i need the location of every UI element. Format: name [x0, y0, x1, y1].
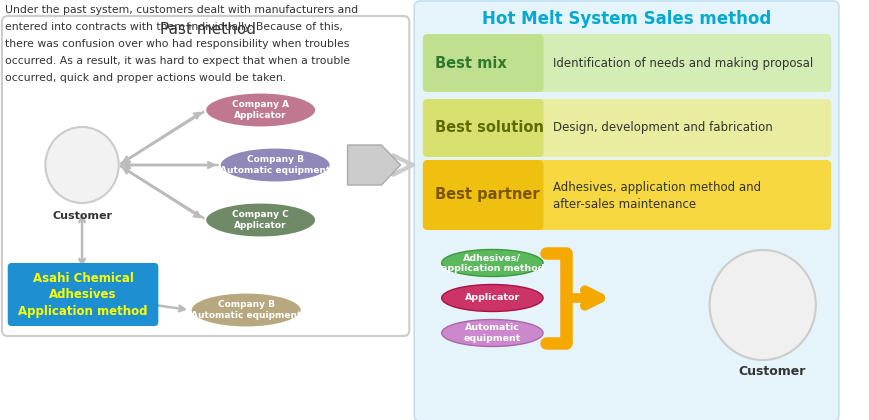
Text: occurred. As a result, it was hard to expect that when a trouble: occurred. As a result, it was hard to ex…	[5, 56, 349, 66]
Circle shape	[45, 127, 118, 203]
Text: occurred, quick and proper actions would be taken.: occurred, quick and proper actions would…	[5, 73, 286, 83]
Text: Company A
Applicator: Company A Applicator	[232, 100, 289, 120]
Text: after-sales maintenance: after-sales maintenance	[553, 199, 695, 212]
FancyBboxPatch shape	[8, 263, 158, 326]
Ellipse shape	[441, 320, 542, 346]
Text: Design, development and fabrication: Design, development and fabrication	[553, 121, 772, 134]
Text: Best mix: Best mix	[434, 55, 507, 71]
Ellipse shape	[441, 284, 542, 312]
FancyBboxPatch shape	[422, 99, 830, 157]
Text: Best solution: Best solution	[434, 121, 544, 136]
FancyBboxPatch shape	[422, 34, 543, 92]
Text: Identification of needs and making proposal: Identification of needs and making propo…	[553, 57, 813, 69]
Ellipse shape	[205, 202, 315, 237]
Text: Adhesives, application method and: Adhesives, application method and	[553, 181, 760, 194]
FancyBboxPatch shape	[414, 1, 838, 420]
Text: Company B
Automatic equipment: Company B Automatic equipment	[191, 300, 301, 320]
Text: Customer: Customer	[52, 211, 112, 221]
Text: Adhesives/
application method: Adhesives/ application method	[440, 253, 543, 273]
Text: Best partner: Best partner	[434, 187, 540, 202]
Ellipse shape	[219, 147, 330, 183]
Text: Customer: Customer	[738, 365, 805, 378]
Text: Automatic
equipment: Automatic equipment	[463, 323, 521, 343]
Ellipse shape	[190, 292, 302, 328]
FancyBboxPatch shape	[2, 16, 409, 336]
Text: Applicator: Applicator	[464, 294, 520, 302]
FancyBboxPatch shape	[422, 34, 830, 92]
Circle shape	[709, 250, 815, 360]
Text: Company C
Applicator: Company C Applicator	[232, 210, 289, 230]
Text: Under the past system, customers dealt with manufacturers and: Under the past system, customers dealt w…	[5, 5, 357, 15]
Text: Company B
Automatic equipment: Company B Automatic equipment	[220, 155, 330, 175]
Ellipse shape	[441, 249, 542, 276]
Ellipse shape	[205, 92, 315, 128]
Polygon shape	[347, 145, 401, 185]
FancyBboxPatch shape	[422, 160, 543, 230]
FancyBboxPatch shape	[422, 160, 830, 230]
Text: Asahi Chemical
Adhesives
Application method: Asahi Chemical Adhesives Application met…	[18, 271, 148, 318]
FancyBboxPatch shape	[422, 99, 543, 157]
Text: there was confusion over who had responsibility when troubles: there was confusion over who had respons…	[5, 39, 348, 49]
Text: entered into contracts with them individually. Because of this,: entered into contracts with them individ…	[5, 22, 342, 32]
Text: Hot Melt System Sales method: Hot Melt System Sales method	[481, 10, 770, 28]
Text: Past method: Past method	[159, 22, 255, 37]
